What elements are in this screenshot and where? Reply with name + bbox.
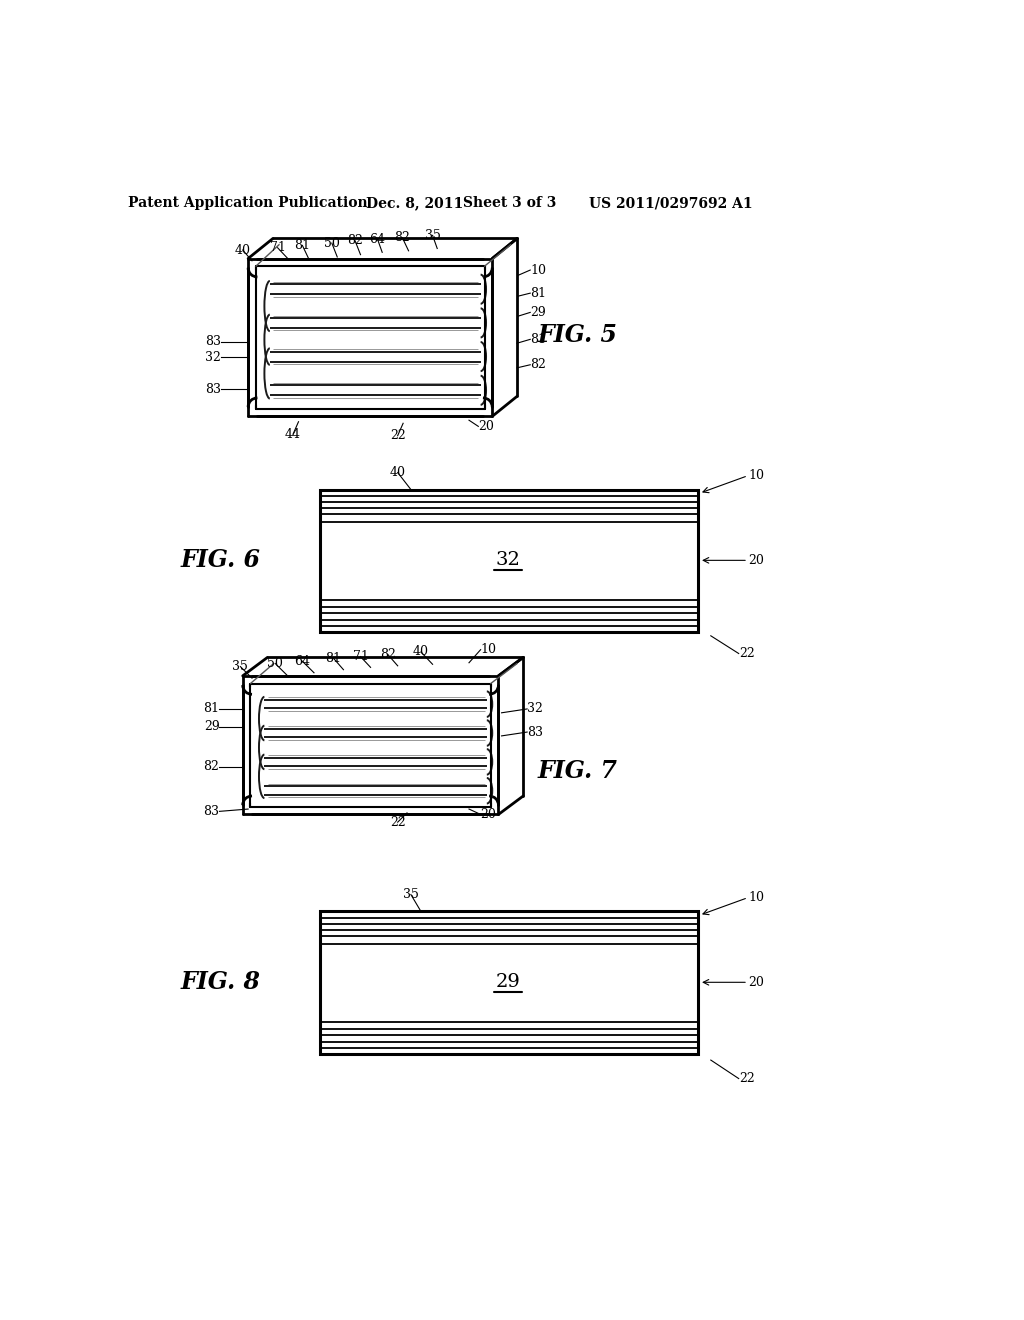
Text: 29: 29 — [204, 721, 219, 733]
Text: 82: 82 — [380, 648, 395, 661]
Text: 81: 81 — [326, 652, 341, 665]
Bar — [321, 911, 698, 1053]
Text: 22: 22 — [738, 1072, 755, 1085]
Text: 81: 81 — [204, 702, 219, 715]
Text: 20: 20 — [480, 808, 497, 821]
Text: 82: 82 — [347, 234, 364, 247]
Text: 22: 22 — [390, 429, 406, 442]
Text: FIG. 7: FIG. 7 — [538, 759, 617, 783]
Text: 64: 64 — [294, 655, 310, 668]
Text: 35: 35 — [232, 660, 248, 673]
Text: Dec. 8, 2011: Dec. 8, 2011 — [367, 197, 464, 210]
Text: 81: 81 — [530, 286, 546, 300]
Text: Patent Application Publication: Patent Application Publication — [128, 197, 368, 210]
Text: Sheet 3 of 3: Sheet 3 of 3 — [463, 197, 556, 210]
Text: FIG. 8: FIG. 8 — [181, 970, 261, 994]
Text: 10: 10 — [748, 469, 764, 482]
Text: 35: 35 — [425, 228, 440, 242]
Text: 32: 32 — [496, 552, 520, 569]
Text: 83: 83 — [205, 383, 221, 396]
Text: 40: 40 — [234, 243, 251, 256]
Text: US 2011/0297692 A1: US 2011/0297692 A1 — [589, 197, 753, 210]
Text: 71: 71 — [269, 242, 286, 255]
Text: 81: 81 — [530, 333, 546, 346]
Text: 83: 83 — [204, 805, 219, 818]
Text: 50: 50 — [267, 657, 284, 671]
Text: 71: 71 — [352, 649, 369, 663]
Text: 32: 32 — [527, 702, 543, 715]
Text: 40: 40 — [390, 466, 406, 479]
Text: 40: 40 — [413, 645, 429, 659]
Text: 29: 29 — [530, 306, 546, 319]
Text: 35: 35 — [402, 888, 419, 902]
Text: 82: 82 — [394, 231, 411, 244]
Text: 82: 82 — [530, 358, 546, 371]
Text: 44: 44 — [285, 428, 301, 441]
Text: 10: 10 — [748, 891, 764, 904]
Text: 81: 81 — [294, 239, 310, 252]
Text: 82: 82 — [204, 760, 219, 774]
Text: FIG. 5: FIG. 5 — [538, 323, 617, 347]
Text: 64: 64 — [370, 232, 386, 246]
Text: 29: 29 — [496, 973, 520, 991]
Bar — [321, 490, 698, 632]
Text: 10: 10 — [480, 643, 497, 656]
Text: 20: 20 — [748, 554, 764, 566]
Text: 83: 83 — [205, 335, 221, 348]
Text: 20: 20 — [748, 975, 764, 989]
Text: 32: 32 — [205, 351, 221, 363]
Text: 83: 83 — [527, 726, 543, 739]
Text: 22: 22 — [390, 816, 406, 829]
Text: 22: 22 — [738, 647, 755, 660]
Text: 50: 50 — [324, 236, 340, 249]
Text: 10: 10 — [530, 264, 546, 277]
Text: 20: 20 — [478, 420, 495, 433]
Text: FIG. 6: FIG. 6 — [181, 548, 261, 573]
